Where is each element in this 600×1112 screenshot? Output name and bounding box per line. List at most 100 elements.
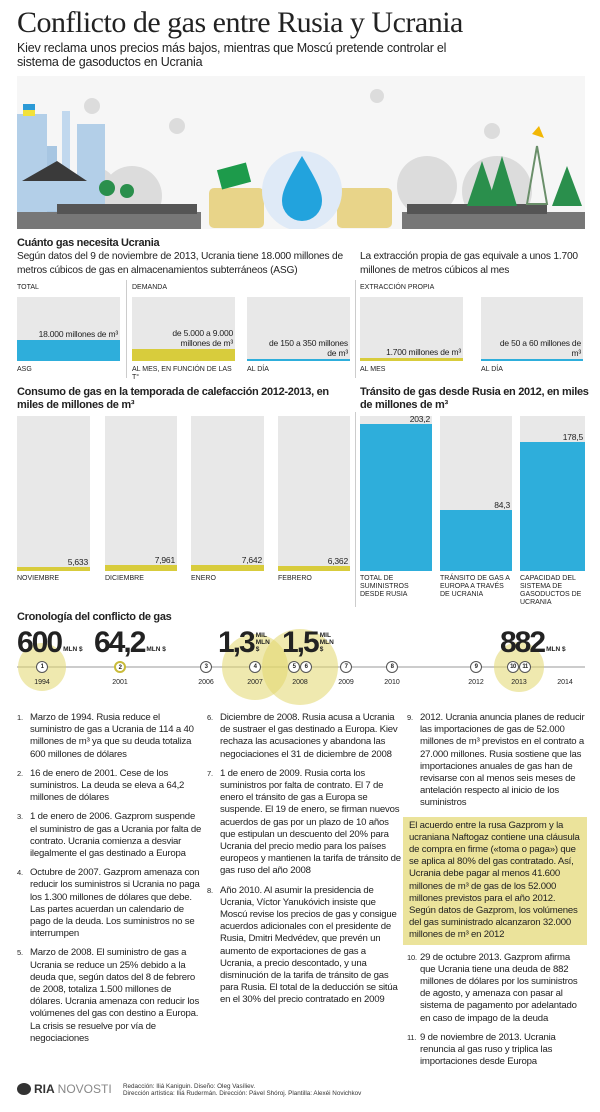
bar (191, 565, 264, 571)
event-marker[interactable]: 8 (386, 661, 398, 673)
event-marker[interactable]: 7 (340, 661, 352, 673)
event-item: 9. 2012. Ucrania anuncia planes de reduci… (407, 712, 587, 810)
event-item: 4. Octubre de 2007. Gazprom amenaza con r… (17, 867, 203, 940)
gas-flame-icon (282, 156, 322, 221)
need-value: de 50 a 60 millones de m³ (499, 338, 581, 358)
event-text: Marzo de 2008. El suministro de gas a Uc… (30, 947, 200, 1044)
need-value: de 150 a 350 millones de m³ (269, 338, 348, 358)
event-number: 4. (17, 868, 23, 878)
bar-value-label: 6,362 (327, 556, 348, 567)
group-label-extraction: EXTRACCIÓN PROPIA (360, 284, 435, 291)
bar-track: 5,633 (17, 416, 90, 571)
event-item: 7. 1 de enero de 2009. Rusia corta los su… (207, 768, 401, 878)
need-box: de 150 a 350 millones de m³ (247, 297, 350, 361)
needs-left-text: Según datos del 9 de noviembre de 2013, … (17, 251, 343, 276)
needs-right-text: La extracción propia de gas equivale a u… (360, 251, 578, 276)
amount-value: 1,5 (282, 626, 320, 659)
need-fill (360, 357, 463, 361)
need-fill (481, 359, 583, 361)
bar-category-label: CAPACIDAD DEL SISTEMA DE GASODUCTOS DE U… (520, 575, 582, 606)
event-number: 5. (17, 948, 23, 958)
event-text: 1 de enero de 2006. Gazprom suspende el … (30, 811, 202, 860)
amount-unit: MLN $ (63, 646, 83, 653)
need-value: 18.000 millones de m³ (38, 328, 119, 339)
event-marker[interactable]: 4 (249, 661, 261, 673)
event-item: 6. Diciembre de 2008. Rusia acusa a Ucran… (207, 712, 401, 761)
amount-unit: MIL MLN $ (255, 632, 270, 653)
hero-illustration (17, 76, 585, 231)
logo-ria: RIA (34, 1082, 55, 1096)
event-marker[interactable]: 11 (519, 661, 531, 673)
event-marker[interactable]: 6 (300, 661, 312, 673)
event-text: 29 de octubre 2013. Gazprom afirma que U… (420, 951, 578, 1024)
money-icon (216, 162, 252, 190)
tree-icon (99, 180, 115, 196)
event-item: 8. Año 2010. Al asumir la presidencia de … (207, 885, 401, 1007)
bar-category-label: FEBRERO (278, 575, 312, 582)
note-box: El acuerdo entre la rusa Gazprom y la uc… (403, 816, 587, 945)
group-label-total: TOTAL (17, 284, 39, 291)
bar (105, 565, 177, 571)
credits-line-1: Redacción: Iliá Kaniguin. Diseño: Oleg V… (123, 1083, 256, 1090)
amount-unit: MIL MLN $ (319, 632, 334, 653)
event-marker[interactable]: 3 (200, 661, 212, 673)
event-marker[interactable]: 10 (507, 661, 519, 673)
bar (278, 566, 350, 571)
amount-value: 1,3 (218, 626, 256, 659)
amount-value: 882 (500, 626, 546, 659)
credits-line-2: Dirección artística: Iliá Rudermán. Dire… (123, 1090, 362, 1097)
ukraine-flag-icon (23, 104, 35, 110)
bar-value-label: 84,3 (494, 499, 510, 510)
amount: 1,5 MIL MLN $ (282, 628, 334, 658)
year-label: 2006 (198, 679, 214, 686)
hand-right-icon (337, 188, 392, 228)
event-item: 3. 1 de enero de 2006. Gazprom suspende e… (17, 811, 203, 860)
events-column-2: 6. Diciembre de 2008. Rusia acusa a Ucran… (207, 712, 401, 1014)
need-value: 1.700 millones de m³ (386, 346, 461, 357)
event-number: 9. (407, 713, 413, 722)
event-text: Año 2010. Al asumir la presidencia de Uc… (220, 884, 398, 1006)
bar (520, 441, 585, 571)
need-box: 18.000 millones de m³ (17, 297, 120, 361)
bar-category-label: TOTAL DE SUMINISTROS DESDE RUSIA (360, 575, 409, 598)
amount: 600 MLN $ (17, 628, 83, 658)
logo-novosti: NOVOSTI (57, 1082, 112, 1096)
event-text: 1 de enero de 2009. Rusia corta los sumi… (220, 767, 401, 877)
ria-novosti-logo: RIA NOVOSTI (17, 1082, 112, 1096)
need-box: 1.700 millones de m³ (360, 297, 463, 361)
event-number: 8. (207, 885, 213, 895)
need-fill (132, 348, 235, 361)
gas-rig-icon (525, 145, 549, 205)
need-label: AL DÍA (481, 366, 503, 373)
event-marker[interactable]: 9 (470, 661, 482, 673)
event-marker[interactable]: 2 (114, 661, 126, 673)
event-marker[interactable]: 1 (36, 661, 48, 673)
bar-category-label: TRÁNSITO DE GAS A EUROPA A TRAVÉS DE UCR… (440, 575, 510, 598)
credits: Redacción: Iliá Kaniguin. Diseño: Oleg V… (123, 1083, 398, 1097)
event-number: 10. (407, 952, 417, 962)
amount: 882 MLN $ (500, 628, 566, 658)
events-column-1: 1. Marzo de 1994. Rusia reduce el suminis… (17, 712, 203, 1052)
timeline-heading: Cronología del conflicto de gas (17, 611, 172, 623)
year-label: 2010 (384, 679, 400, 686)
year-label: 2013 (511, 679, 527, 686)
consumption-title: Consumo de gas en la temporada de calefa… (17, 386, 329, 411)
event-number: 6. (207, 713, 213, 722)
bar (360, 423, 432, 571)
event-item: 5. Marzo de 2008. El suministro de gas a … (17, 947, 203, 1045)
need-label: ASG (17, 366, 32, 373)
event-marker[interactable]: 5 (288, 661, 300, 673)
bar (440, 509, 512, 571)
amount-unit: MLN $ (546, 646, 566, 653)
events-column-3: 9. 2012. Ucrania anuncia planes de reduci… (403, 712, 587, 1075)
year-label: 2014 (557, 679, 573, 686)
bar-track: 203,2 (360, 414, 432, 571)
bar-value-label: 7,961 (154, 555, 175, 566)
year-label: 1994 (34, 679, 50, 686)
page-title: Conflicto de gas entre Rusia y Ucrania (17, 6, 463, 39)
event-number: 3. (17, 812, 23, 822)
event-item: 10. 29 de octubre 2013. Gazprom afirma qu… (407, 952, 587, 1025)
event-text: 2012. Ucrania anuncia planes de reducir … (420, 712, 585, 809)
event-number: 11. (407, 1032, 417, 1042)
need-box: de 50 a 60 millones de m³ (481, 297, 583, 361)
